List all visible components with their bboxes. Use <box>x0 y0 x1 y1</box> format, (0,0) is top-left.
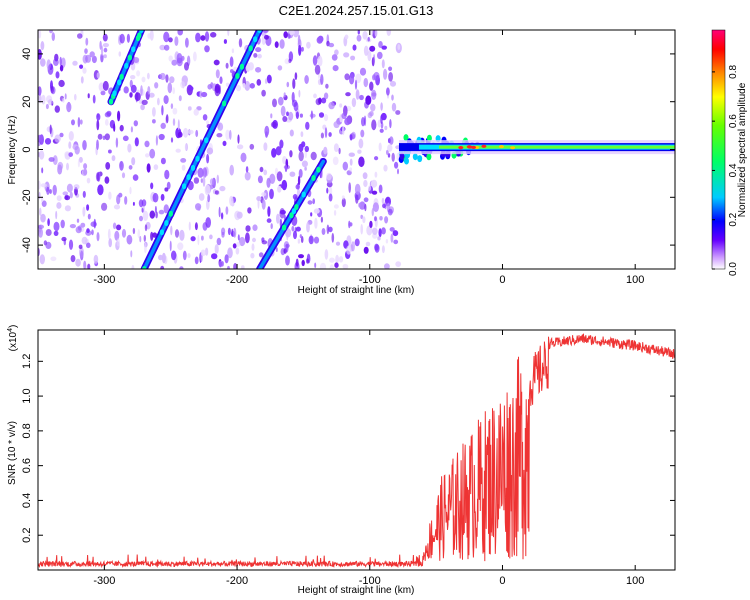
snr-series-line <box>38 333 675 569</box>
colorbar-tick: 0.2 <box>728 212 739 226</box>
spectrogram-y-tick: 20 <box>21 96 33 108</box>
spectrogram-y-tick: -40 <box>21 237 33 253</box>
snr-x-label: Height of straight line (km) <box>298 585 415 596</box>
spectrogram-track <box>256 157 327 269</box>
snr-y-tick: 1.2 <box>21 354 33 369</box>
colorbar-tick: 0.4 <box>728 163 739 177</box>
colorbar-label: Normalized spectral amplitude <box>737 82 748 217</box>
colorbar-tick: 0.0 <box>728 262 739 276</box>
colorbar-tick: 0.8 <box>728 64 739 78</box>
colorbar-tick: 0.6 <box>728 114 739 128</box>
snr-x-tick: 0 <box>499 575 505 587</box>
snr-panel: -300 -200 -100 0 100 0.2 0.4 0.6 0.8 1.0 1.2 Heigh… <box>7 325 676 596</box>
snr-frame <box>37 329 676 571</box>
snr-y-tick: 0.4 <box>21 493 33 508</box>
snr-x-tick: -200 <box>226 575 248 587</box>
snr-x-tick: 100 <box>626 575 644 587</box>
spectrogram-track <box>107 30 146 106</box>
spectrogram-x-tick: 0 <box>499 274 505 286</box>
colorbar-gradient <box>711 29 726 270</box>
snr-y-label: SNR (10 * v/v) <box>7 421 18 485</box>
snr-y-tick: 0.8 <box>21 423 33 438</box>
spectrogram-x-tick: -100 <box>359 274 381 286</box>
spectrogram-x-tick: -200 <box>226 274 248 286</box>
spectrogram-noise <box>38 30 402 269</box>
spectrogram-x-tick: -300 <box>93 274 115 286</box>
snr-y-tick: 0.6 <box>21 458 33 473</box>
snr-x-tick: -100 <box>359 575 381 587</box>
snr-y-multiplier: (x104) <box>7 325 19 352</box>
spectrogram-y-label: Frequency (Hz) <box>7 116 18 185</box>
spectrogram-x-label: Height of straight line (km) <box>298 285 415 296</box>
carrier-line <box>398 140 675 155</box>
snr-x-tick: -300 <box>93 575 115 587</box>
snr-y-tick: 0.2 <box>21 528 33 543</box>
chart-title: C2E1.2024.257.15.01.G13 <box>279 3 434 18</box>
spectrogram-y-tick: 0 <box>21 146 33 152</box>
spectrogram-x-tick: 100 <box>626 274 644 286</box>
spectrogram-track <box>140 30 264 269</box>
spectrogram-y-tick: -20 <box>21 189 33 205</box>
snr-y-tick: 1.0 <box>21 388 33 403</box>
colorbar: 0.0 0.2 0.4 0.6 0.8 Normalized spectral ampl… <box>711 29 748 276</box>
spectrogram-y-tick: 40 <box>21 48 33 60</box>
